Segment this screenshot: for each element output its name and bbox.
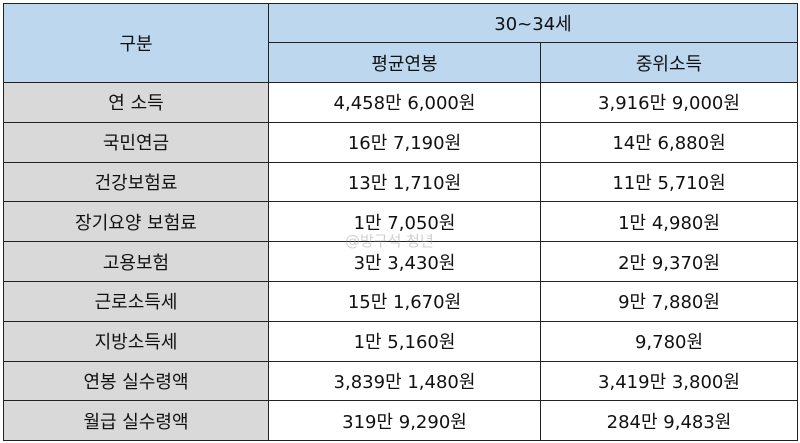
row-label: 연봉 실수령액: [3, 360, 269, 402]
average-salary-cell: 3,839만 1,480원: [268, 360, 541, 402]
table-row: 장기요양 보험료 1만 7,050원 1만 4,980원: [3, 201, 799, 243]
median-income-cell: 14만 6,880원: [539, 121, 799, 163]
median-income-cell: 9만 7,880원: [539, 280, 799, 322]
average-salary-cell: 4,458만 6,000원: [268, 82, 541, 123]
average-salary-cell: 15만 1,670원: [268, 280, 541, 322]
table-row: 연 소득 4,458만 6,000원 3,916만 9,000원: [3, 82, 799, 123]
header-age-group: 30~34세: [267, 3, 799, 43]
median-income-cell: 2만 9,370원: [539, 241, 799, 282]
header-median-income: 중위소득: [539, 42, 799, 83]
row-label: 연 소득: [3, 82, 269, 123]
average-salary-cell: 13만 1,710원: [268, 161, 541, 203]
median-income-cell: 3,916만 9,000원: [539, 82, 799, 123]
row-label: 건강보험료: [3, 161, 269, 203]
table-row: 근로소득세 15만 1,670원 9만 7,880원: [3, 280, 799, 322]
header-average-salary: 평균연봉: [268, 42, 541, 83]
average-salary-cell: 16만 7,190원: [268, 121, 541, 163]
median-income-cell: 3,419만 3,800원: [539, 360, 799, 402]
average-salary-cell: 1만 5,160원: [268, 320, 541, 362]
table-row: 월급 실수령액 319만 9,290원 284만 9,483원: [3, 400, 799, 442]
median-income-cell: 9,780원: [539, 320, 799, 362]
table-row: 고용보험 3만 3,430원 2만 9,370원: [3, 241, 799, 282]
row-label: 근로소득세: [3, 280, 269, 322]
average-salary-cell: 3만 3,430원: [268, 241, 541, 282]
table-row: 지방소득세 1만 5,160원 9,780원: [3, 320, 799, 362]
row-label: 지방소득세: [3, 320, 269, 362]
salary-table: 구분 30~34세 평균연봉 중위소득 연 소득 4,458만 6,000원 3,9…: [3, 3, 799, 442]
header-category: 구분: [3, 3, 269, 83]
median-income-cell: 11만 5,710원: [539, 161, 799, 203]
row-label: 국민연금: [3, 121, 269, 163]
table-row: 건강보험료 13만 1,710원 11만 5,710원: [3, 161, 799, 203]
median-income-cell: 284만 9,483원: [539, 400, 799, 442]
average-salary-cell: 319만 9,290원: [268, 400, 541, 442]
table-row: 연봉 실수령액 3,839만 1,480원 3,419만 3,800원: [3, 360, 799, 402]
row-label: 월급 실수령액: [3, 400, 269, 442]
median-income-cell: 1만 4,980원: [539, 201, 799, 243]
row-label: 고용보험: [3, 241, 269, 282]
table-row: 국민연금 16만 7,190원 14만 6,880원: [3, 121, 799, 163]
average-salary-cell: 1만 7,050원: [268, 201, 541, 243]
row-label: 장기요양 보험료: [3, 201, 269, 243]
